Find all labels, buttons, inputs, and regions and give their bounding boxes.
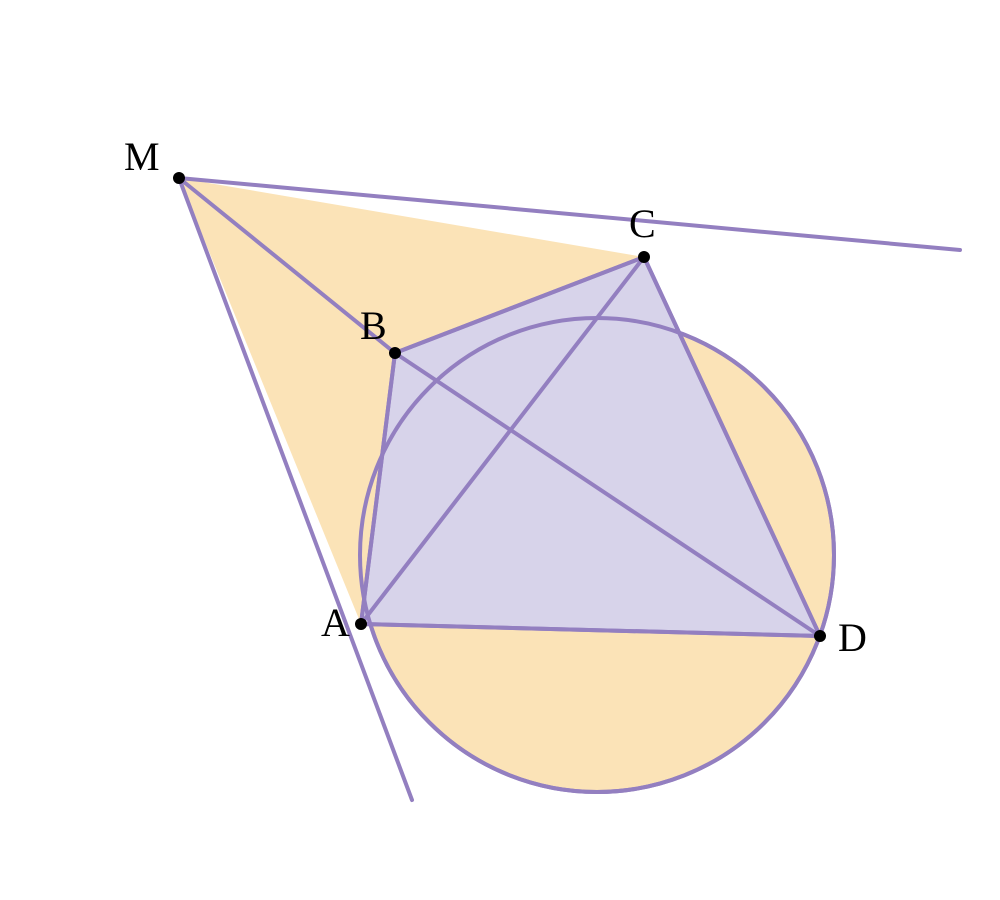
- geometry-diagram: M C B A D: [0, 0, 1000, 900]
- point-m: [173, 172, 185, 184]
- label-a: A: [321, 600, 350, 645]
- point-d: [814, 630, 826, 642]
- label-d: D: [838, 615, 867, 660]
- label-b: B: [360, 303, 387, 348]
- label-c: C: [629, 201, 656, 246]
- point-b: [389, 347, 401, 359]
- point-a: [355, 618, 367, 630]
- label-m: M: [124, 134, 160, 179]
- point-c: [638, 251, 650, 263]
